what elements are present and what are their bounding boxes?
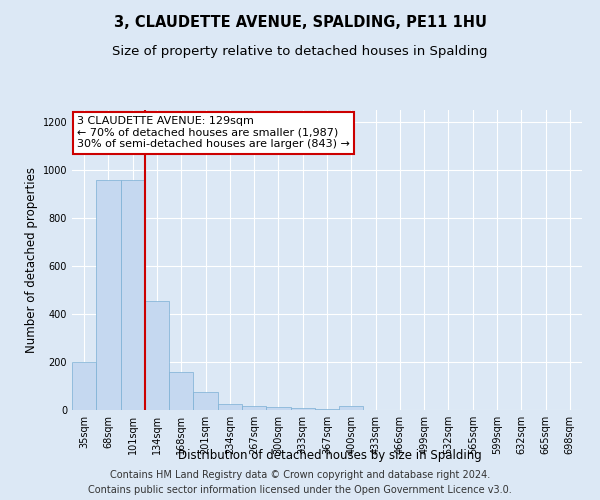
Bar	[315, 409, 339, 410]
Text: 3 CLAUDETTE AVENUE: 129sqm
← 70% of detached houses are smaller (1,987)
30% of s: 3 CLAUDETTE AVENUE: 129sqm ← 70% of deta…	[77, 116, 350, 149]
Text: Contains HM Land Registry data © Crown copyright and database right 2024.: Contains HM Land Registry data © Crown c…	[110, 470, 490, 480]
Y-axis label: Number of detached properties: Number of detached properties	[25, 167, 38, 353]
Text: Distribution of detached houses by size in Spalding: Distribution of detached houses by size …	[178, 448, 482, 462]
Bar	[121, 180, 145, 410]
Bar	[290, 408, 315, 410]
Text: 3, CLAUDETTE AVENUE, SPALDING, PE11 1HU: 3, CLAUDETTE AVENUE, SPALDING, PE11 1HU	[113, 15, 487, 30]
Bar	[242, 406, 266, 410]
Bar	[96, 180, 121, 410]
Bar	[218, 404, 242, 410]
Bar	[72, 362, 96, 410]
Bar	[339, 406, 364, 410]
Text: Contains public sector information licensed under the Open Government Licence v3: Contains public sector information licen…	[88, 485, 512, 495]
Text: Size of property relative to detached houses in Spalding: Size of property relative to detached ho…	[112, 45, 488, 58]
Bar	[193, 392, 218, 410]
Bar	[266, 407, 290, 410]
Bar	[169, 372, 193, 410]
Bar	[145, 301, 169, 410]
